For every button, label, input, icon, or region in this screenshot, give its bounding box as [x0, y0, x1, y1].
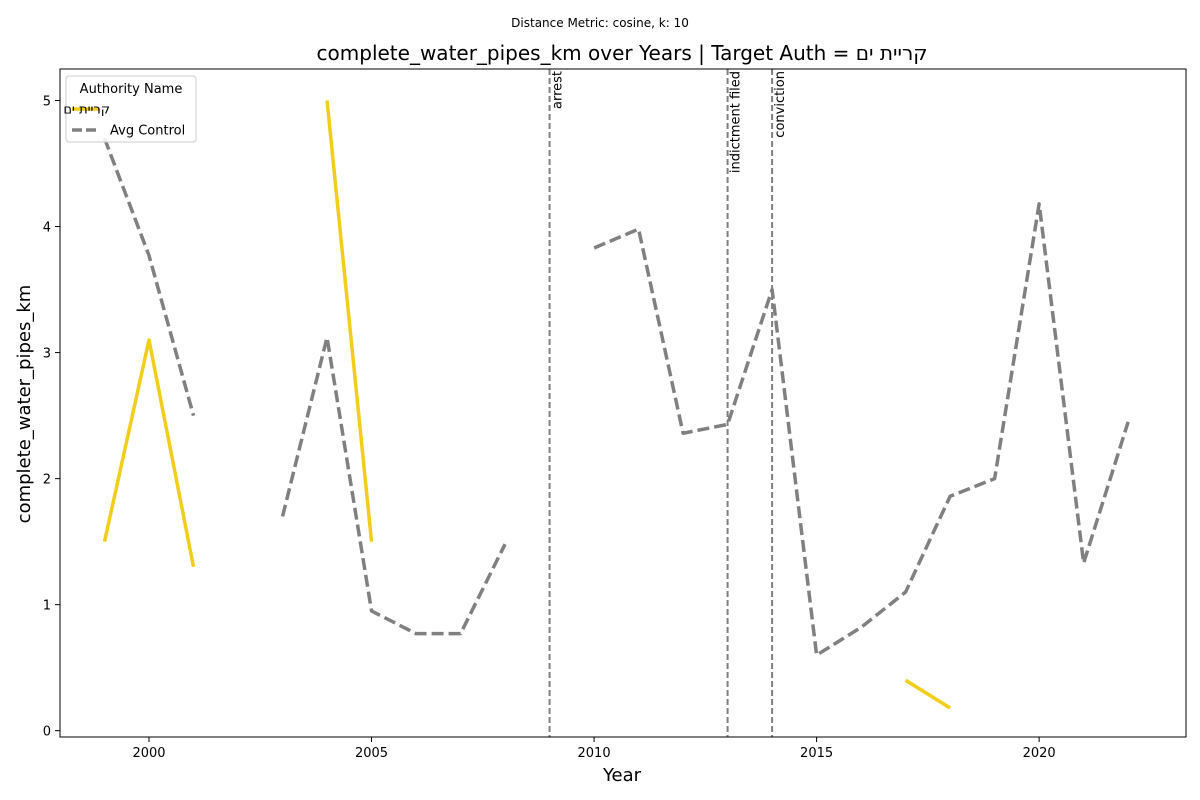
y-axis-label: complete_water_pipes_km — [14, 285, 35, 524]
y-tick-label: 4 — [43, 221, 51, 236]
x-tick-label: 2015 — [800, 746, 833, 761]
series-1-line-segment-1 — [280, 335, 507, 636]
y-tick-label: 2 — [43, 473, 51, 488]
series-0-line-segment-2 — [904, 678, 952, 710]
event-label-2: conviction — [773, 71, 788, 138]
series-0-line-segment-0 — [102, 338, 196, 568]
chart-title: complete_water_pipes_km over Years | Tar… — [317, 41, 928, 65]
legend-label-target: קריית ים — [63, 103, 110, 118]
plot-area: arrest indictment filed conviction — [102, 69, 1130, 737]
legend-box — [65, 75, 197, 143]
legend-title: Authority Name — [80, 82, 183, 97]
x-tick-label: 2005 — [355, 746, 388, 761]
legend-label-control: Avg Control — [110, 124, 185, 139]
axes-frame — [59, 68, 1187, 738]
x-tick-label: 2010 — [578, 746, 611, 761]
event-label-1: indictment filed — [729, 71, 744, 173]
x-tick-label: 2000 — [132, 746, 165, 761]
y-tick-label: 3 — [43, 347, 51, 362]
y-tick-label: 1 — [43, 599, 51, 614]
legend: Authority Name קריית ים Avg Control — [63, 75, 197, 143]
series-0-line-segment-1 — [325, 100, 374, 542]
x-tick-label: 2020 — [1023, 746, 1056, 761]
series-1-line-segment-2 — [593, 202, 1130, 657]
x-axis-label: Year — [602, 765, 642, 786]
axes: 2000 2005 2010 2015 2020 0 1 2 3 4 5 — [43, 68, 1187, 761]
event-label-0: arrest — [551, 71, 566, 109]
series-1-line-segment-0 — [102, 137, 196, 417]
y-tick-label: 5 — [43, 95, 51, 110]
y-tick-label: 0 — [43, 725, 51, 740]
chart-suptitle: Distance Metric: cosine, k: 10 — [511, 16, 689, 30]
